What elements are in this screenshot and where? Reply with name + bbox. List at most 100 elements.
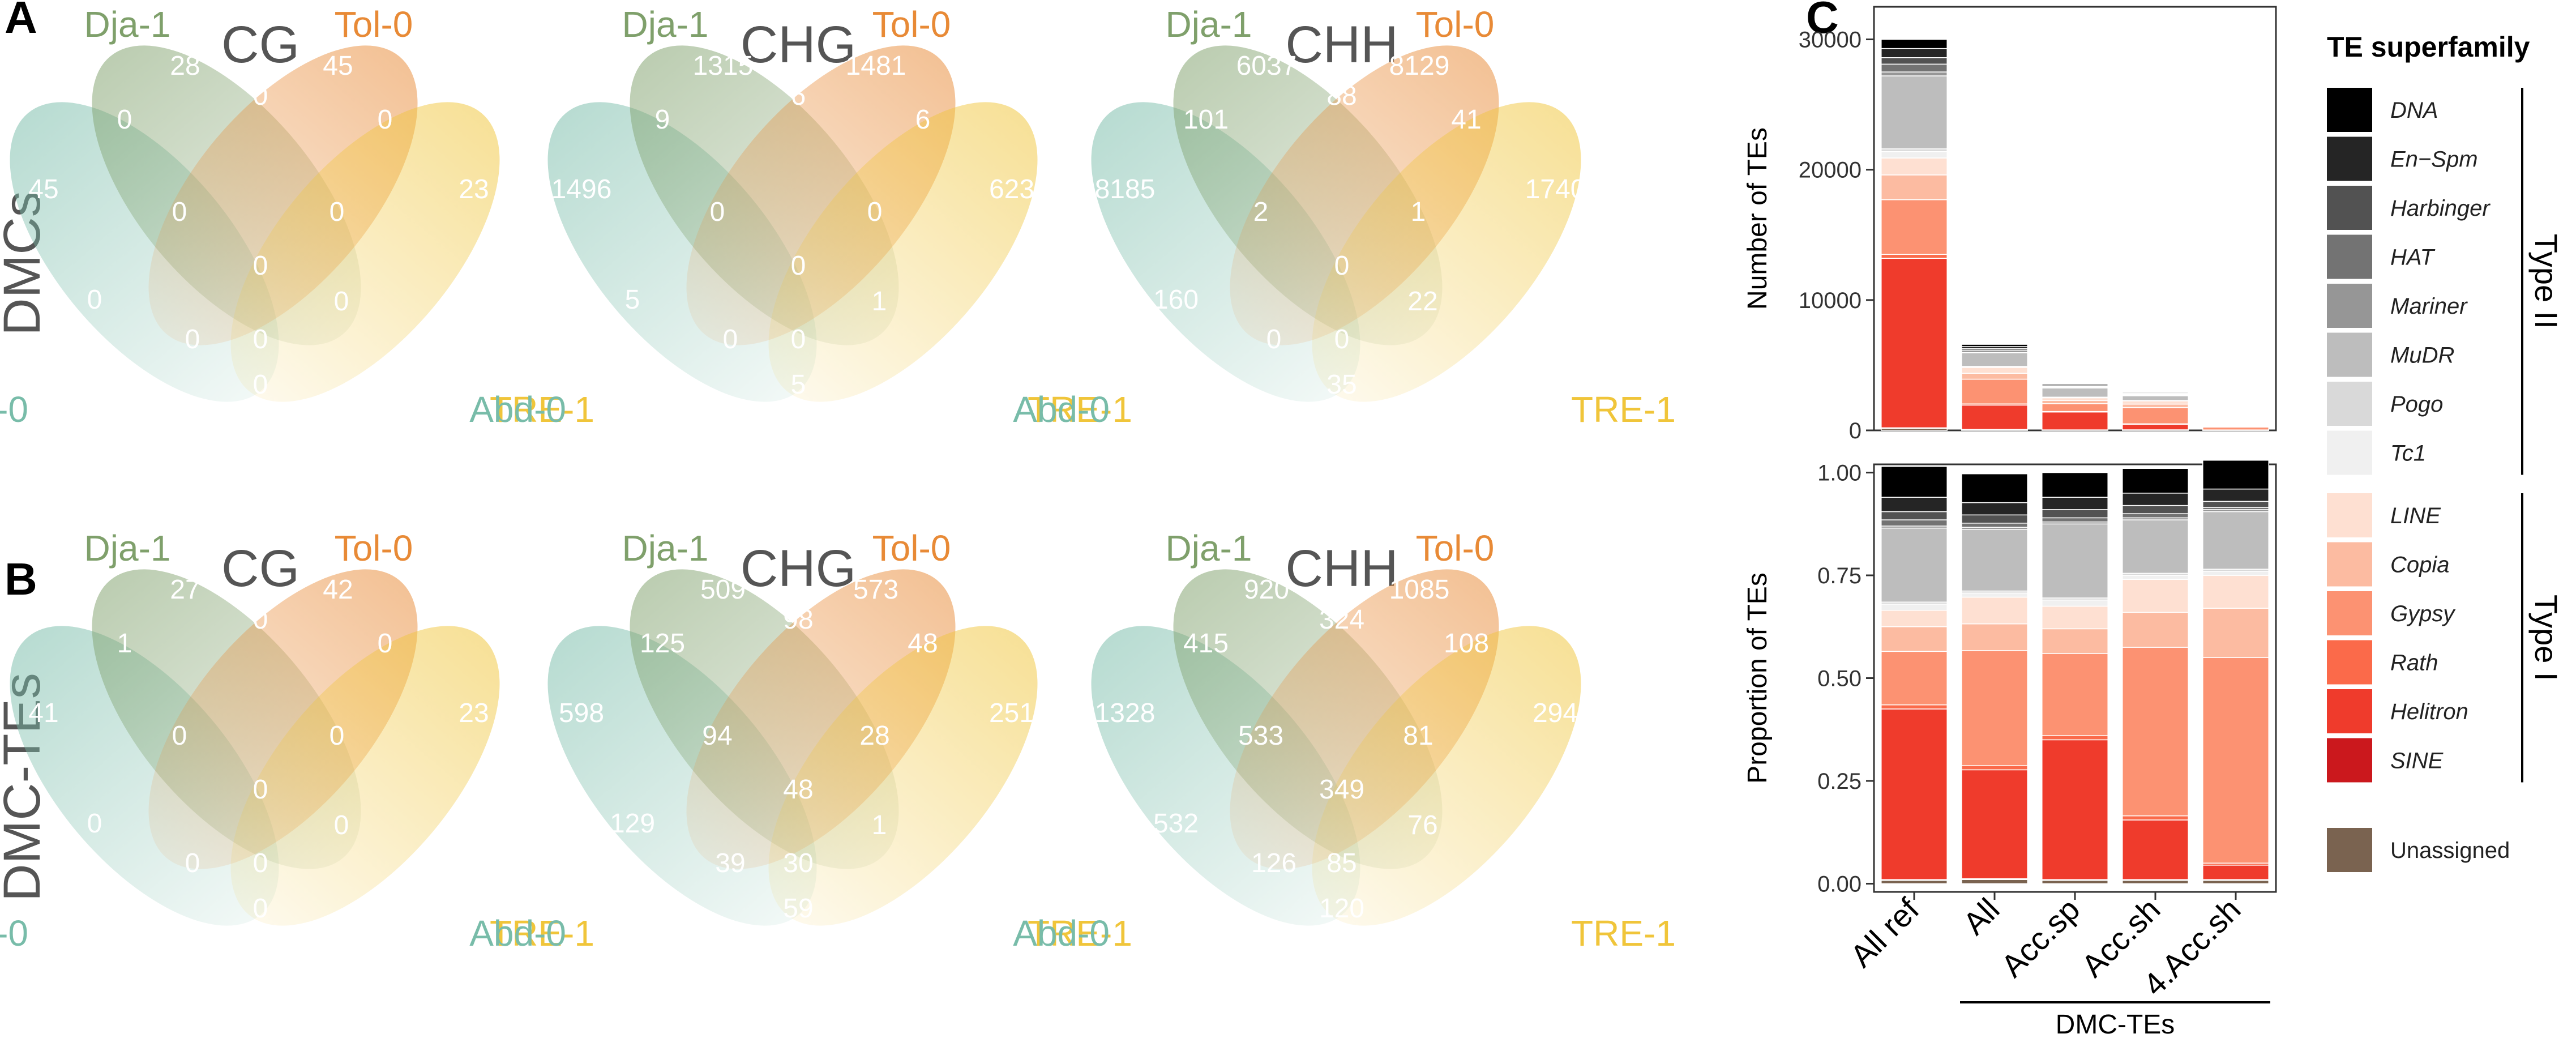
venn-count-atr: 85 — [1326, 848, 1357, 878]
venn-dmc-tes-chh: CHH 1328 920 1085 294 415 324 108 532 533 81 349 76 1… — [1013, 528, 1676, 954]
legend-label: LINE — [2390, 503, 2441, 528]
y-tick-label: 30000 — [1799, 28, 1862, 53]
bar-segment-en-spm — [1961, 502, 2028, 516]
venn-set-label-abd-0: Abd-0 — [469, 389, 566, 430]
bar-segment-helitron — [2122, 819, 2189, 880]
venn-dmcs-chg: CHG 1496 1315 1481 623 9 6 6 5 0 0 0 1 0 0 5 Abd-0 Dja-1 T… — [469, 4, 1132, 430]
bar-segment-line — [2042, 605, 2108, 630]
venn-count-adr: 0 — [185, 848, 200, 878]
venn-count-tr: 41 — [1451, 105, 1481, 135]
legend-group-label-type-i: Type I — [2528, 595, 2564, 681]
venn-count-ad: 415 — [1183, 629, 1229, 659]
venn-set-tre-1 — [768, 102, 1038, 402]
venn-count-ad: 1 — [117, 629, 132, 659]
bar-segment-harbinger — [2122, 505, 2189, 514]
venn-set-label-dja-1: Dja-1 — [1166, 528, 1252, 569]
bar-segment-tc1 — [2042, 599, 2108, 607]
bar-segment-mudr — [1961, 528, 2028, 592]
venn-count-r: 1740 — [1525, 174, 1586, 204]
bar-segment-unassigned — [2202, 879, 2269, 885]
venn-set-label-tre-1: TRE-1 — [1028, 389, 1132, 430]
venn-count-t: 1481 — [846, 51, 906, 81]
venn-count-d: 1315 — [693, 51, 754, 81]
bar-segment-mudr — [1881, 527, 1948, 603]
legend-key-en-spm — [2327, 136, 2372, 181]
bar-segment-dna — [1961, 344, 2028, 347]
venn-set-label-tol-0: Tol-0 — [335, 528, 413, 569]
venn-count-dtr: 76 — [1407, 810, 1437, 840]
venn-count-adtr: 120 — [1319, 894, 1364, 924]
bar-segment-gypsy — [1961, 650, 2028, 766]
bar-segment-rath — [1961, 765, 2028, 771]
legend-label: DNA — [2390, 98, 2438, 123]
bar-segment-tc1 — [1881, 604, 1948, 611]
panel-letter-b: B — [5, 554, 37, 604]
venn-set-tre-1 — [230, 102, 500, 402]
bar-segment-dna — [2202, 459, 2269, 490]
venn-count-adr: 0 — [185, 324, 200, 354]
venn-count-ar: 0 — [87, 285, 102, 315]
bar-segment-unassigned — [1961, 879, 2028, 885]
bar-segment-line — [1961, 367, 2028, 374]
bar-segment-dna — [2122, 468, 2189, 494]
bar-segment-gypsy — [2202, 657, 2269, 864]
venn-count-adt: 0 — [791, 251, 806, 281]
venn-set-label-tre-1: TRE-1 — [1571, 913, 1676, 954]
venn-count-dtr: 22 — [1407, 287, 1437, 317]
venn-count-at: 0 — [172, 721, 187, 751]
legend-label: MuDR — [2390, 343, 2454, 368]
bar-segment-helitron — [1961, 404, 2028, 430]
venn-count-r: 623 — [989, 174, 1034, 204]
legend-title: TE superfamily — [2327, 31, 2530, 63]
venn-count-adt: 0 — [253, 251, 268, 281]
proportion-panel: 0.00 0.25 0.50 0.75 1.00 Proportion of TEs — [1743, 459, 2277, 896]
venn-title: CHG — [741, 540, 856, 597]
bar-segment-gypsy — [1881, 651, 1948, 706]
legend-key-dna — [2327, 88, 2372, 132]
venn-count-d: 920 — [1244, 575, 1289, 605]
bar-segment-copia — [2202, 608, 2269, 658]
legend-label: En−Spm — [2390, 147, 2478, 172]
bar-segment-gypsy — [2042, 403, 2108, 412]
panel-letter-a: A — [5, 0, 37, 42]
venn-set-tol-0 — [1230, 569, 1499, 869]
bar-segment-mudr — [1961, 352, 2028, 367]
venn-set-label-dja-1: Dja-1 — [622, 528, 709, 569]
bar-segment-harbinger — [2042, 509, 2108, 519]
venn-count-dtr: 1 — [872, 287, 887, 317]
x-tick-label: Acc.sp — [1994, 891, 2086, 984]
venn-count-adt: 0 — [1334, 251, 1350, 281]
bar-segment-mudr — [2122, 519, 2189, 574]
bar-segment-harbinger — [1881, 57, 1948, 65]
venn-set-label-tre-1: TRE-1 — [490, 389, 594, 430]
bar-segment-copia — [2122, 403, 2189, 408]
venn-count-adt: 48 — [783, 775, 813, 805]
venn-set-label-tre-1: TRE-1 — [1571, 389, 1676, 430]
venn-title: CG — [221, 540, 299, 597]
bar-segment-dna — [2042, 383, 2108, 386]
venn-count-t: 42 — [323, 575, 353, 605]
venn-set-label-tol-0: Tol-0 — [1416, 528, 1495, 569]
bar-segment-copia — [2122, 612, 2189, 648]
venn-count-dtr: 0 — [334, 810, 349, 840]
venn-count-t: 573 — [853, 575, 898, 605]
venn-count-dtr: 1 — [872, 810, 887, 840]
venn-set-label-dja-1: Dja-1 — [622, 4, 709, 45]
y-axis-title: Proportion of TEs — [1743, 573, 1773, 784]
legend-label: Gypsy — [2390, 601, 2456, 626]
bar-segment-copia — [1881, 174, 1948, 200]
venn-count-ad: 9 — [655, 105, 670, 135]
bar-segment-unassigned — [2042, 879, 2108, 885]
venn-count-tr: 0 — [378, 629, 393, 659]
legend-label: Tc1 — [2390, 441, 2426, 466]
bar-segment-hat — [2042, 517, 2108, 523]
venn-count-r: 23 — [459, 698, 489, 728]
venn-count-dt: 98 — [783, 605, 813, 635]
legend-label: Unassigned — [2390, 838, 2510, 863]
legend-key-unassigned — [2327, 828, 2372, 872]
legend-label: Mariner — [2390, 294, 2468, 319]
venn-set-tre-1 — [768, 626, 1038, 926]
venn-count-adr: 126 — [1251, 848, 1296, 878]
venn-set-tol-0 — [686, 45, 956, 345]
bar-segment-hat — [1881, 63, 1948, 72]
